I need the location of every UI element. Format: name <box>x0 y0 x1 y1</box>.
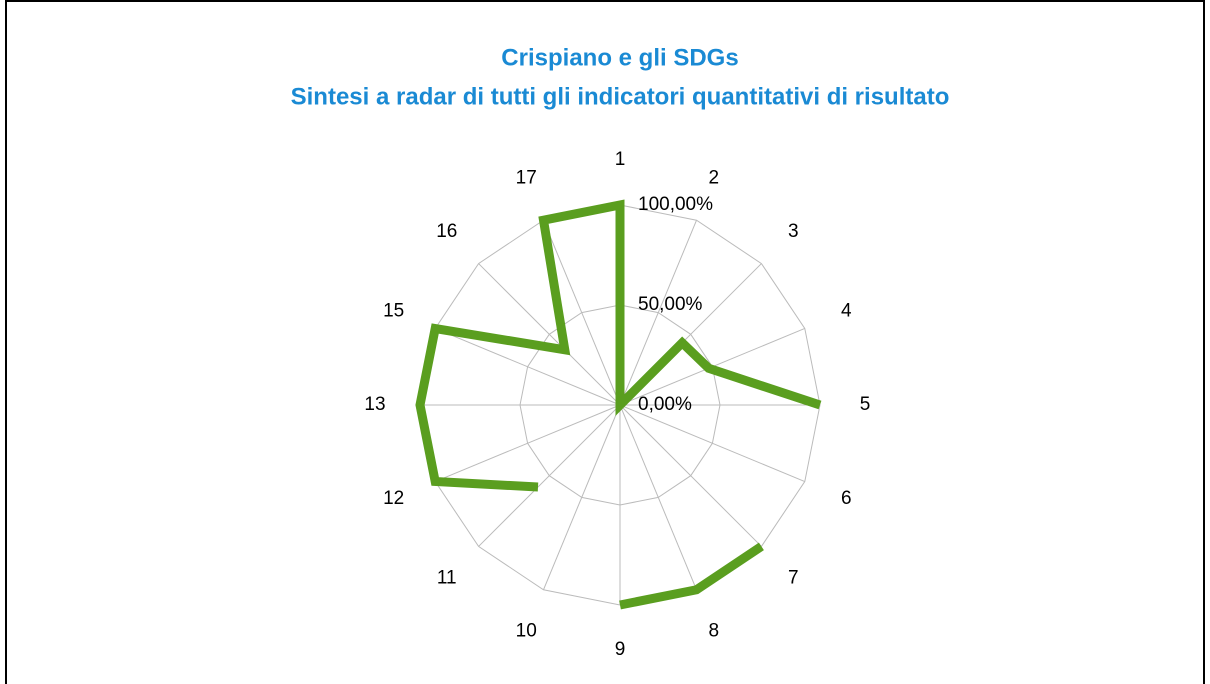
series-line <box>619 542 764 610</box>
series-line <box>415 199 822 492</box>
chart-subtitle: Sintesi a radar di tutti gli indicatori … <box>291 83 950 110</box>
category-label: 7 <box>788 567 799 588</box>
category-label: 12 <box>383 488 404 509</box>
y-tick-label: 0,00% <box>638 394 692 415</box>
category-label: 1 <box>615 149 626 170</box>
chart-title: Crispiano e gli SDGs <box>501 44 738 71</box>
category-label: 3 <box>788 221 799 242</box>
y-tick-label: 50,00% <box>638 294 703 315</box>
category-label: 4 <box>841 300 852 321</box>
category-label: 11 <box>437 567 457 588</box>
category-label: 17 <box>516 168 537 189</box>
y-tick-label: 100,00% <box>638 194 713 215</box>
category-label: 10 <box>516 620 537 641</box>
category-label: 6 <box>841 488 852 509</box>
category-label: 2 <box>708 168 719 189</box>
category-label: 13 <box>364 394 385 415</box>
grid-ring <box>519 304 721 506</box>
category-label: 9 <box>615 639 626 660</box>
chart-frame <box>5 0 1205 684</box>
category-label: 5 <box>860 394 871 415</box>
category-label: 16 <box>436 221 457 242</box>
category-label: 8 <box>708 620 719 641</box>
category-label: 15 <box>383 300 404 321</box>
plot <box>415 199 822 610</box>
labels: 0,00%50,00%100,00%1234567891011121315161… <box>364 149 870 660</box>
